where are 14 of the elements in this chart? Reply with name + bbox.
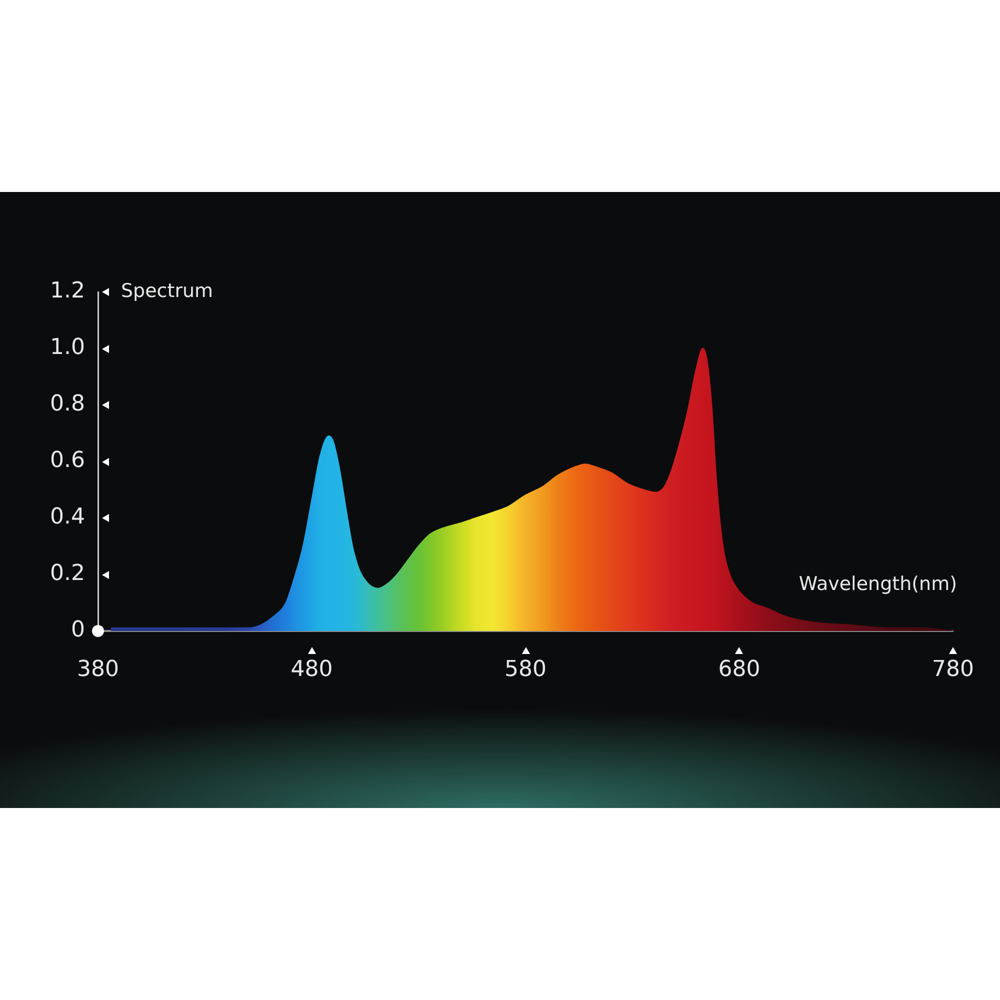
x-tick-label: 780 bbox=[932, 656, 974, 682]
x-tick-label: 680 bbox=[718, 656, 760, 682]
y-tick-label: 0.4 bbox=[50, 504, 85, 530]
x-tick-label: 480 bbox=[290, 656, 333, 682]
y-tick-label: 0.8 bbox=[50, 392, 85, 417]
y-tick-label: 1.0 bbox=[50, 335, 85, 360]
x-tick-label: 380 bbox=[77, 656, 119, 682]
y-tick-label: 0.2 bbox=[50, 561, 85, 586]
y-axis-title: Spectrum bbox=[121, 280, 214, 302]
y-tick-label: 0.6 bbox=[50, 448, 85, 474]
x-tick-label: 580 bbox=[504, 656, 546, 682]
x-axis-title: Wavelength(nm) bbox=[798, 572, 958, 595]
y-tick-label: 1.2 bbox=[50, 278, 85, 304]
y-tick-label: 0 bbox=[71, 618, 85, 643]
